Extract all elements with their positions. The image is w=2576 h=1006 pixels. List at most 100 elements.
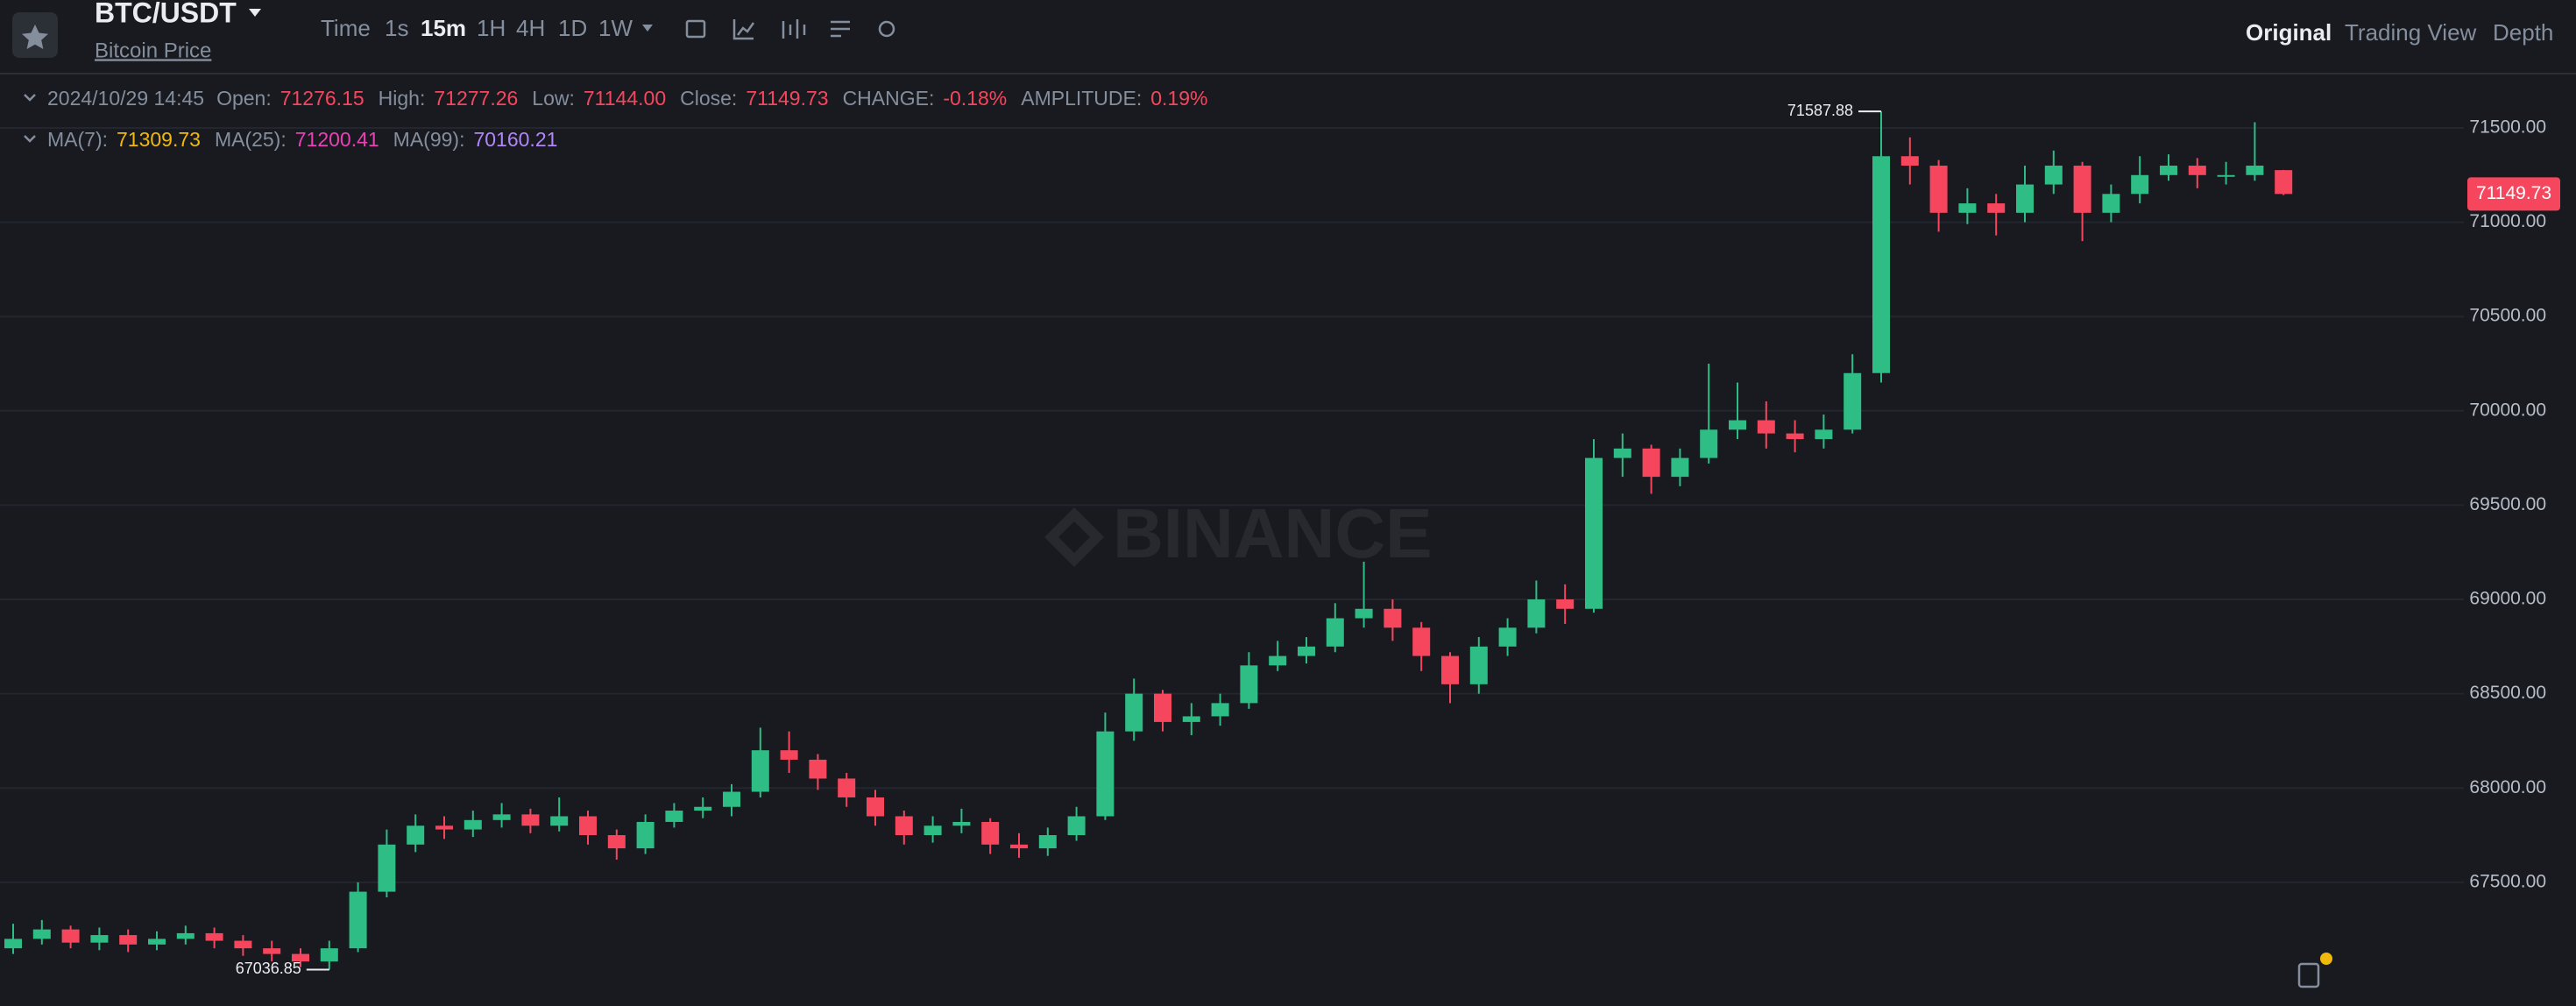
info-label: Open: bbox=[216, 87, 272, 110]
collapse-chevron[interactable] bbox=[24, 135, 36, 143]
candle-body bbox=[119, 935, 138, 945]
candle-body bbox=[694, 806, 712, 811]
y-tick-label: 68500.00 bbox=[2469, 683, 2546, 703]
ma-legend-value: 70160.21 bbox=[473, 128, 557, 151]
y-tick-label: 69000.00 bbox=[2469, 589, 2546, 609]
watermark: BINANCE bbox=[1044, 494, 1432, 572]
candle-body bbox=[2217, 174, 2235, 177]
candle-body bbox=[607, 835, 626, 849]
candle-body bbox=[1844, 372, 1862, 430]
notes-icon[interactable] bbox=[2297, 962, 2320, 988]
candle-body bbox=[1269, 655, 1287, 666]
candle-body bbox=[838, 778, 856, 797]
high-annotation: 71587.88 bbox=[1787, 102, 1853, 119]
candle-body bbox=[320, 948, 338, 962]
price-tag-label: 71149.73 bbox=[2476, 183, 2551, 203]
subtitle-link[interactable]: Bitcoin Price bbox=[95, 39, 211, 62]
template-icon[interactable] bbox=[831, 20, 850, 38]
plot-area: 67500.00 68000.00 68500.00 69000.00 69500.00… bbox=[0, 102, 2560, 977]
y-tick-label: 71000.00 bbox=[2469, 211, 2546, 231]
symbol-dropdown-arrow[interactable] bbox=[249, 9, 261, 17]
candle-body bbox=[1929, 166, 1948, 213]
candle-body bbox=[234, 940, 252, 949]
info-value: 71276.15 bbox=[280, 87, 364, 110]
notes-badge bbox=[2320, 953, 2332, 965]
candle-body bbox=[895, 816, 913, 836]
info-value: 71144.00 bbox=[584, 87, 666, 110]
candle-body bbox=[1498, 627, 1517, 647]
info-value: 71149.73 bbox=[746, 87, 828, 110]
candle-body bbox=[32, 929, 51, 939]
candle-body bbox=[665, 811, 683, 822]
candle-body bbox=[1815, 429, 1833, 440]
candle-body bbox=[407, 825, 425, 845]
interval-button[interactable]: 1s bbox=[385, 15, 408, 41]
candle-body bbox=[981, 821, 1000, 845]
candle-body bbox=[2044, 166, 2063, 185]
candle-body bbox=[550, 816, 569, 826]
candle-body bbox=[1469, 646, 1488, 684]
interval-button[interactable]: 1D bbox=[558, 15, 587, 41]
interval-button[interactable]: Time bbox=[321, 15, 371, 41]
candle-body bbox=[1872, 156, 1890, 373]
interval-button[interactable]: 1H bbox=[477, 15, 506, 41]
candle-body bbox=[1298, 646, 1315, 656]
candle-body bbox=[1527, 599, 1546, 628]
info-label: High: bbox=[379, 87, 426, 110]
candle-body bbox=[2246, 166, 2264, 175]
info-label: Low: bbox=[532, 87, 575, 110]
interval-dropdown-arrow[interactable] bbox=[642, 25, 653, 32]
star-icon bbox=[22, 25, 48, 49]
candle-body bbox=[1067, 816, 1086, 836]
indicator-icon[interactable] bbox=[732, 19, 755, 40]
candle-body bbox=[4, 939, 22, 949]
symbol[interactable]: BTC/USDT bbox=[95, 0, 237, 28]
candle-body bbox=[1154, 693, 1171, 722]
view-tab[interactable]: Depth bbox=[2493, 19, 2553, 46]
candle-body bbox=[579, 816, 597, 836]
candle-body bbox=[1010, 844, 1028, 849]
candle-body bbox=[464, 819, 482, 830]
settings-icon[interactable] bbox=[878, 20, 895, 38]
toolbar-icons bbox=[685, 19, 895, 40]
candle-body bbox=[1900, 156, 1919, 166]
candle-body bbox=[1786, 433, 1804, 440]
candle-body bbox=[2188, 166, 2206, 175]
candle-body bbox=[723, 791, 740, 807]
candle-body bbox=[61, 929, 80, 943]
collapse-chevron[interactable] bbox=[24, 94, 36, 102]
info-value: -0.18% bbox=[943, 87, 1007, 110]
candle-body bbox=[1642, 448, 1660, 478]
info-label: AMPLITUDE: bbox=[1021, 87, 1142, 110]
y-tick-label: 70500.00 bbox=[2469, 306, 2546, 326]
candle-body bbox=[1671, 457, 1689, 478]
candle-body bbox=[1211, 703, 1229, 717]
candle-body bbox=[435, 825, 453, 830]
candle-body bbox=[2275, 170, 2293, 195]
chart-type-icon[interactable] bbox=[782, 19, 806, 39]
info-label: Close: bbox=[680, 87, 737, 110]
candle-body bbox=[780, 750, 798, 760]
interval-button[interactable]: 15m bbox=[421, 15, 466, 41]
interval-button[interactable]: 1W bbox=[598, 15, 633, 41]
candle-body bbox=[1326, 618, 1344, 647]
candle-body bbox=[867, 797, 884, 817]
y-tick-label: 70000.00 bbox=[2469, 400, 2546, 420]
view-tab[interactable]: Original bbox=[2246, 19, 2332, 46]
ma-legend-name: MA(7): bbox=[47, 128, 108, 151]
candle-body bbox=[1384, 608, 1402, 628]
candle-body bbox=[1613, 448, 1631, 458]
candle-body bbox=[636, 821, 655, 849]
view-tab[interactable]: Trading View bbox=[2345, 19, 2477, 46]
candle-body bbox=[349, 891, 367, 949]
candle-date: 2024/10/29 14:45 bbox=[47, 87, 204, 110]
ma-legend-name: MA(99): bbox=[393, 128, 465, 151]
calendar-icon[interactable] bbox=[685, 19, 706, 39]
interval-button[interactable]: 4H bbox=[516, 15, 545, 41]
watermark-logo bbox=[1044, 507, 1104, 567]
low-annotation: 67036.85 bbox=[236, 960, 301, 977]
candle-body bbox=[1412, 627, 1431, 656]
